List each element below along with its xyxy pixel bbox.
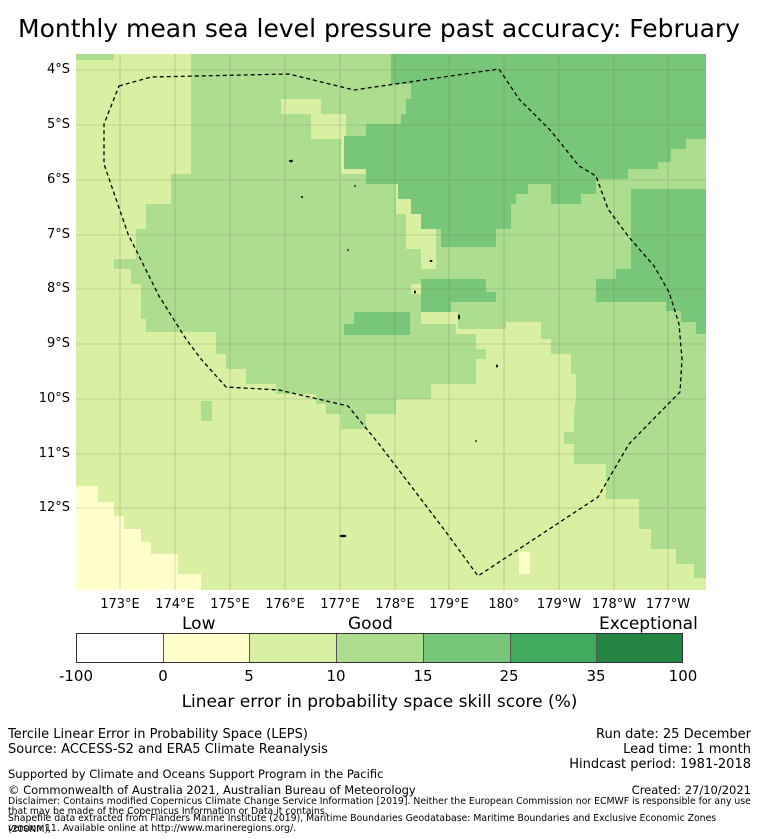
lat-label: 12°S	[38, 500, 70, 515]
lat-label: 6°S	[46, 172, 70, 187]
region-good-patch	[201, 401, 212, 421]
colorbar	[76, 633, 683, 663]
created-date: Created: 27/10/2021	[631, 783, 751, 797]
disclaimer-line: that may be made of the Copernicus Infor…	[8, 806, 328, 817]
lat-label: 5°S	[46, 117, 70, 132]
colorbar-label: Linear error in probability space skill …	[181, 692, 578, 712]
colorbar-category-good: Good	[348, 614, 393, 634]
lon-label: 175°E	[210, 597, 250, 612]
data-source: Source: ACCESS-S2 and ERA5 Climate Reana…	[8, 742, 328, 757]
lon-label: 180°	[488, 597, 520, 612]
colorbar-segment	[511, 634, 597, 662]
lat-label: 10°S	[38, 391, 70, 406]
lat-label: 11°S	[38, 446, 70, 461]
lon-label: 179°E	[429, 597, 469, 612]
support-note: Supported by Climate and Oceans Support …	[8, 767, 384, 781]
disclaimer-line: version 11. Available online at http://w…	[8, 823, 297, 834]
colorbar-tick: 5	[244, 667, 254, 685]
map-title: Monthly mean sea level pressure past acc…	[18, 14, 740, 43]
colorbar-category-exceptional: Exceptional	[599, 614, 698, 634]
disclaimer-line: Disclaimer: Contains modified Copernicus…	[8, 796, 751, 807]
colorbar-tick: 35	[586, 667, 606, 685]
region-better-patch1	[421, 279, 496, 312]
skill-map	[76, 54, 706, 590]
colorbar-tick: 100	[668, 667, 698, 685]
colorbar-segment	[424, 634, 511, 662]
colorbar-segment	[164, 634, 250, 662]
lat-label: 8°S	[46, 281, 70, 296]
colorbar-segment	[77, 634, 164, 662]
disclaimer-line: Shapefile data extracted from Flanders M…	[8, 813, 717, 835]
region-better-east	[596, 189, 706, 334]
colorbar-tick: 15	[413, 667, 433, 685]
region-low	[76, 486, 201, 590]
skill-map-svg	[76, 54, 706, 590]
gridlines	[76, 54, 706, 590]
lon-label: 174°E	[155, 597, 195, 612]
region-good-inner	[146, 69, 421, 349]
lat-label: 9°S	[46, 336, 70, 351]
lat-label: 7°S	[46, 227, 70, 242]
run-date: Run date: 25 December	[596, 727, 751, 742]
lon-label: 177°E	[320, 597, 360, 612]
lon-label: 178°E	[375, 597, 415, 612]
product-name: Tercile Linear Error in Probability Spac…	[8, 727, 308, 742]
region-good-topleft	[76, 54, 114, 60]
colorbar-category-low: Low	[182, 614, 216, 634]
copyright: © Commonwealth of Australia 2021, Austra…	[8, 783, 416, 797]
colorbar-tick: 0	[158, 667, 168, 685]
colorbar-tick: -100	[58, 667, 94, 685]
islands	[289, 159, 498, 538]
lat-label: 4°S	[46, 62, 70, 77]
eez-boundary	[103, 68, 683, 577]
lon-label: 178°W	[591, 597, 637, 612]
colorbar-tick: 25	[499, 667, 519, 685]
colorbar-segment	[250, 634, 337, 662]
hindcast-period: Hindcast period: 1981-2018	[569, 757, 751, 772]
region-better-ne	[344, 54, 706, 247]
lon-label: 173°E	[100, 597, 140, 612]
colorbar-tick: 10	[326, 667, 346, 685]
colorbar-segment	[337, 634, 424, 662]
region-better-patch2	[354, 312, 410, 335]
lon-label: 177°W	[645, 597, 691, 612]
colorbar-segment	[597, 634, 682, 662]
lon-label: 179°W	[536, 597, 582, 612]
lead-time: Lead time: 1 month	[623, 742, 751, 757]
lon-label: 176°E	[265, 597, 305, 612]
region-low-small	[519, 552, 530, 574]
region-better-patch3	[344, 324, 356, 335]
